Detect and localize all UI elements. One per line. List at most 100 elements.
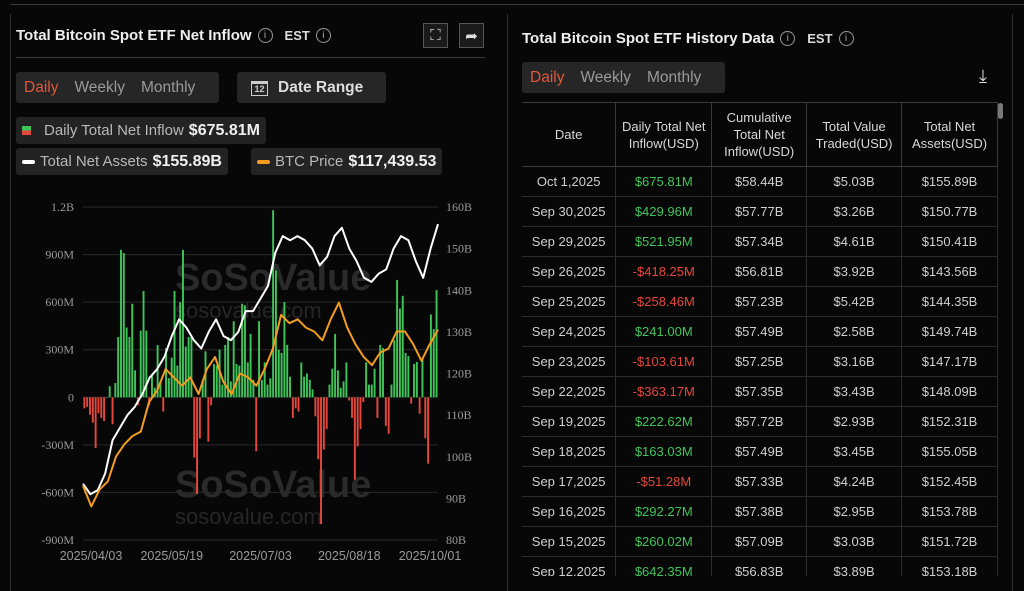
net-assets-line[interactable]	[82, 223, 439, 496]
inflow-bar[interactable]	[179, 302, 182, 398]
info-icon[interactable]: i	[838, 31, 854, 46]
inflow-bar[interactable]	[418, 397, 421, 414]
inflow-bar[interactable]	[111, 397, 114, 425]
info-icon[interactable]: i	[315, 28, 331, 43]
inflow-bar[interactable]	[396, 279, 399, 398]
tab-daily[interactable]: Daily	[530, 68, 565, 86]
inflow-bar[interactable]	[336, 370, 339, 398]
inflow-bar[interactable]	[398, 308, 401, 398]
inflow-bar[interactable]	[117, 337, 120, 398]
inflow-bar[interactable]	[280, 352, 283, 398]
inflow-bar[interactable]	[252, 379, 255, 398]
inflow-bar[interactable]	[193, 397, 196, 458]
info-icon[interactable]: i	[780, 31, 796, 46]
inflow-bar[interactable]	[345, 362, 348, 398]
inflow-bar[interactable]	[241, 303, 244, 398]
inflow-bar[interactable]	[322, 397, 325, 450]
inflow-bar[interactable]	[390, 384, 393, 398]
inflow-bar[interactable]	[263, 362, 266, 398]
btc-price-line[interactable]	[82, 301, 439, 508]
inflow-bar[interactable]	[300, 362, 303, 398]
inflow-bar[interactable]	[382, 348, 384, 398]
info-icon[interactable]: i	[257, 28, 273, 43]
inflow-bar[interactable]	[227, 337, 230, 398]
table-row[interactable]: Sep 29,2025 $521.95M $57.34B $4.61B $150.41B	[522, 226, 998, 257]
inflow-bar[interactable]	[258, 321, 260, 398]
inflow-bar[interactable]	[308, 379, 311, 398]
inflow-bar[interactable]	[303, 376, 306, 398]
inflow-bar[interactable]	[272, 210, 275, 398]
inflow-bar[interactable]	[184, 346, 187, 398]
inflow-bar[interactable]	[379, 344, 382, 398]
inflow-bar[interactable]	[238, 365, 241, 398]
inflow-bar[interactable]	[215, 365, 218, 398]
inflow-bar[interactable]	[373, 368, 376, 398]
inflow-bar[interactable]	[328, 384, 331, 398]
inflow-bar[interactable]	[339, 387, 342, 398]
share-button[interactable]: ➦	[459, 23, 484, 48]
inflow-bar[interactable]	[165, 348, 168, 398]
inflow-bar[interactable]	[407, 356, 410, 398]
inflow-bar[interactable]	[170, 357, 173, 398]
inflow-bar[interactable]	[187, 337, 190, 398]
inflow-bar[interactable]	[325, 397, 328, 429]
inflow-bar[interactable]	[351, 397, 353, 418]
table-row[interactable]: Sep 24,2025 $241.00M $57.49B $2.58B $149.74B	[522, 316, 998, 347]
tab-weekly[interactable]: Weekly	[74, 78, 125, 96]
inflow-bar[interactable]	[294, 397, 297, 409]
inflow-bar[interactable]	[173, 291, 176, 398]
inflow-bar[interactable]	[139, 330, 142, 398]
inflow-bar[interactable]	[94, 397, 97, 449]
table-row[interactable]: Sep 25,2025 -$258.46M $57.23B $5.42B $144.35…	[522, 286, 998, 317]
tab-monthly[interactable]: Monthly	[647, 68, 702, 86]
inflow-bar[interactable]	[134, 370, 137, 398]
inflow-bar[interactable]	[145, 330, 148, 398]
inflow-bar[interactable]	[97, 397, 100, 414]
inflow-bar[interactable]	[120, 249, 122, 398]
inflow-bar[interactable]	[122, 252, 125, 398]
inflow-bar[interactable]	[243, 305, 246, 398]
inflow-bar[interactable]	[393, 340, 396, 398]
inflow-bar[interactable]	[269, 378, 272, 398]
inflow-bar[interactable]	[283, 302, 286, 398]
inflow-bar[interactable]	[198, 397, 201, 439]
inflow-chart[interactable]: SoSoValue sosovalue.com SoSoValue sosova…	[0, 0, 500, 591]
table-row[interactable]: Sep 16,2025 $292.27M $57.38B $2.95B $153.78B	[522, 496, 998, 527]
inflow-bar[interactable]	[190, 337, 193, 398]
inflow-bar[interactable]	[249, 333, 252, 398]
inflow-bar[interactable]	[334, 333, 337, 398]
inflow-bar[interactable]	[427, 397, 430, 464]
inflow-bar[interactable]	[314, 397, 317, 417]
inflow-bar[interactable]	[286, 344, 289, 398]
legend-assets[interactable]: Total Net Assets $155.89B	[16, 148, 228, 175]
inflow-bar[interactable]	[255, 397, 258, 452]
table-row[interactable]: Sep 18,2025 $163.03M $57.49B $3.45B $155.05B	[522, 436, 998, 467]
inflow-bar[interactable]	[105, 397, 108, 398]
table-row[interactable]: Sep 22,2025 -$363.17M $57.35B $3.43B $148.09…	[522, 376, 998, 407]
legend-price[interactable]: BTC Price $117,439.53	[251, 148, 443, 175]
inflow-bar[interactable]	[221, 384, 224, 398]
inflow-bar[interactable]	[210, 397, 213, 406]
inflow-bar[interactable]	[353, 397, 356, 480]
inflow-bar[interactable]	[429, 314, 432, 398]
inflow-bar[interactable]	[125, 327, 128, 398]
inflow-bar[interactable]	[103, 397, 106, 422]
inflow-bar[interactable]	[404, 352, 407, 398]
inflow-bar[interactable]	[213, 363, 215, 398]
download-button[interactable]: ⤓	[979, 66, 987, 87]
inflow-bar[interactable]	[86, 397, 89, 407]
inflow-bar[interactable]	[196, 397, 199, 495]
tab-daily[interactable]: Daily	[24, 78, 59, 96]
inflow-bar[interactable]	[224, 344, 227, 398]
inflow-bar[interactable]	[142, 291, 145, 398]
inflow-bar[interactable]	[91, 397, 94, 423]
inflow-bar[interactable]	[410, 397, 413, 404]
inflow-bar[interactable]	[232, 321, 235, 398]
inflow-bar[interactable]	[108, 386, 111, 398]
inflow-bar[interactable]	[342, 381, 345, 398]
inflow-bar[interactable]	[246, 362, 249, 398]
inflow-bar[interactable]	[320, 397, 322, 525]
inflow-bar[interactable]	[376, 397, 379, 418]
inflow-bar[interactable]	[83, 397, 86, 409]
inflow-bar[interactable]	[151, 375, 153, 398]
